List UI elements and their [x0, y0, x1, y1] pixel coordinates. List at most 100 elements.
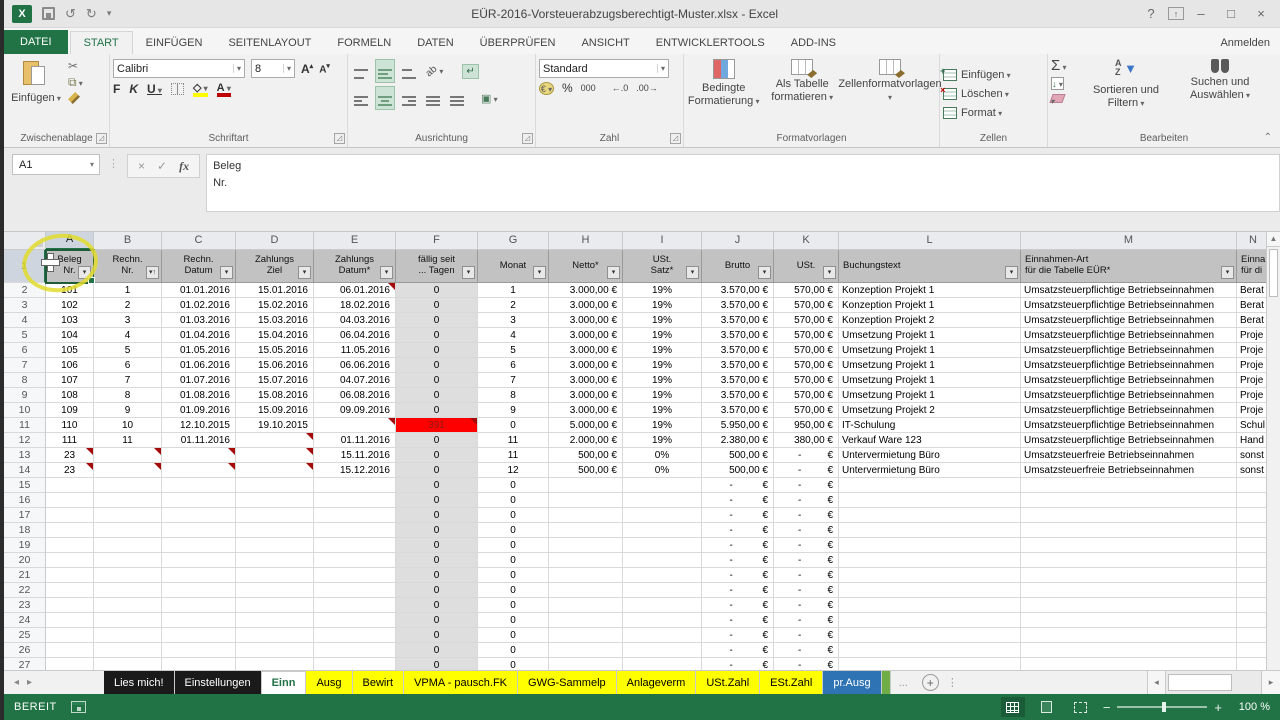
sheet-tab-einn[interactable]: Einn	[261, 671, 307, 694]
cell-B8[interactable]: 7	[94, 373, 162, 388]
cell-I21[interactable]	[623, 568, 702, 583]
cell-J17[interactable]: - €	[702, 508, 774, 523]
increase-decimal-icon[interactable]: ←.0	[611, 83, 629, 93]
cell-G24[interactable]: 0	[478, 613, 549, 628]
cell-G12[interactable]: 11	[478, 433, 549, 448]
cell-B23[interactable]	[94, 598, 162, 613]
cell-E3[interactable]: 18.02.2016	[314, 298, 396, 313]
vertical-scroll-thumb[interactable]	[1269, 249, 1278, 297]
row-header-6[interactable]: 6	[4, 343, 46, 358]
cell-G15[interactable]: 0	[478, 478, 549, 493]
redo-icon[interactable]: ↻	[85, 6, 97, 21]
underline-button[interactable]: U	[147, 82, 162, 96]
cell-M26[interactable]	[1021, 643, 1237, 658]
cell-J4[interactable]: 3.570,00 €	[702, 313, 774, 328]
cell-G16[interactable]: 0	[478, 493, 549, 508]
header-cell-L[interactable]: Buchungstext ▾	[839, 250, 1021, 283]
cell-I22[interactable]	[623, 583, 702, 598]
cell-C4[interactable]: 01.03.2016	[162, 313, 236, 328]
sheet-tab-einstellungen[interactable]: Einstellungen	[174, 671, 262, 694]
header-cell-E[interactable]: Zahlungs Datum* ▾	[314, 250, 396, 283]
cell-E27[interactable]	[314, 658, 396, 670]
autosum-icon[interactable]: Σ	[1051, 58, 1075, 73]
cell-E21[interactable]	[314, 568, 396, 583]
cell-D9[interactable]: 15.08.2016	[236, 388, 314, 403]
cell-J20[interactable]: - €	[702, 553, 774, 568]
cell-H5[interactable]: 3.000,00 €	[549, 328, 623, 343]
cell-J5[interactable]: 3.570,00 €	[702, 328, 774, 343]
cell-L4[interactable]: Konzeption Projekt 2	[839, 313, 1021, 328]
cell-M2[interactable]: Umsatzsteuerpflichtige Betriebseinnahmen	[1021, 283, 1237, 298]
cell-G6[interactable]: 5	[478, 343, 549, 358]
cell-I3[interactable]: 19%	[623, 298, 702, 313]
row-header-18[interactable]: 18	[4, 523, 46, 538]
sheet-tab-anlageverm[interactable]: Anlageverm	[616, 671, 697, 694]
cell-G27[interactable]: 0	[478, 658, 549, 670]
cell-M10[interactable]: Umsatzsteuerpflichtige Betriebseinnahmen	[1021, 403, 1237, 418]
cell-G10[interactable]: 9	[478, 403, 549, 418]
maximize-icon[interactable]: □	[1227, 6, 1235, 21]
sign-in-label[interactable]: Anmelden	[1220, 37, 1270, 49]
cell-M20[interactable]	[1021, 553, 1237, 568]
cell-C13[interactable]	[162, 448, 236, 463]
comma-style-icon[interactable]: 000	[580, 83, 596, 93]
row-header-5[interactable]: 5	[4, 328, 46, 343]
cell-D13[interactable]	[236, 448, 314, 463]
header-cell-F[interactable]: fällig seit... Tagen ▾	[396, 250, 478, 283]
cell-D16[interactable]	[236, 493, 314, 508]
cell-D19[interactable]	[236, 538, 314, 553]
filter-dropdown-icon-M[interactable]: ▾	[1221, 266, 1234, 279]
copy-icon[interactable]: ⧉	[68, 76, 83, 88]
row-header-12[interactable]: 12	[4, 433, 46, 448]
filter-dropdown-icon-A[interactable]: ▾	[78, 266, 91, 279]
cell-A15[interactable]	[46, 478, 94, 493]
cell-B14[interactable]	[94, 463, 162, 478]
row-header-23[interactable]: 23	[4, 598, 46, 613]
excel-app-icon[interactable]: X	[12, 4, 32, 23]
cell-C17[interactable]	[162, 508, 236, 523]
cell-B20[interactable]	[94, 553, 162, 568]
cell-E18[interactable]	[314, 523, 396, 538]
column-header-F[interactable]: F	[396, 232, 478, 250]
cell-E2[interactable]: 06.01.2016	[314, 283, 396, 298]
header-cell-G[interactable]: Monat ▾	[478, 250, 549, 283]
cell-L2[interactable]: Konzeption Projekt 1	[839, 283, 1021, 298]
cell-F18[interactable]: 0	[396, 523, 478, 538]
cell-M4[interactable]: Umsatzsteuerpflichtige Betriebseinnahmen	[1021, 313, 1237, 328]
cell-D20[interactable]	[236, 553, 314, 568]
row-header-8[interactable]: 8	[4, 373, 46, 388]
cell-K15[interactable]: - €	[774, 478, 839, 493]
cell-C20[interactable]	[162, 553, 236, 568]
alignment-dialog-launcher-icon[interactable]: ◿	[522, 133, 533, 144]
cell-D11[interactable]: 19.10.2015	[236, 418, 314, 433]
column-header-K[interactable]: K	[774, 232, 839, 250]
row-header-14[interactable]: 14	[4, 463, 46, 478]
cell-H21[interactable]	[549, 568, 623, 583]
minimize-icon[interactable]: –	[1197, 6, 1205, 21]
column-header-D[interactable]: D	[236, 232, 314, 250]
column-header-J[interactable]: J	[702, 232, 774, 250]
header-cell-J[interactable]: Brutto ▾	[702, 250, 774, 283]
cell-F22[interactable]: 0	[396, 583, 478, 598]
insert-function-icon[interactable]: fx	[179, 158, 190, 173]
cell-D6[interactable]: 15.05.2016	[236, 343, 314, 358]
cell-H14[interactable]: 500,00 €	[549, 463, 623, 478]
ribbon-tab-überprüfen[interactable]: ÜBERPRÜFEN	[479, 37, 556, 49]
cell-L25[interactable]	[839, 628, 1021, 643]
cell-K11[interactable]: 950,00 €	[774, 418, 839, 433]
cell-B25[interactable]	[94, 628, 162, 643]
cell-L21[interactable]	[839, 568, 1021, 583]
cell-D21[interactable]	[236, 568, 314, 583]
row-header-22[interactable]: 22	[4, 583, 46, 598]
decrease-indent-icon[interactable]	[423, 86, 443, 110]
sheet-nav-right-icon[interactable]: ▸	[27, 677, 33, 688]
cell-E17[interactable]	[314, 508, 396, 523]
cell-K21[interactable]: - €	[774, 568, 839, 583]
cell-H18[interactable]	[549, 523, 623, 538]
cell-I23[interactable]	[623, 598, 702, 613]
cell-G21[interactable]: 0	[478, 568, 549, 583]
cell-H25[interactable]	[549, 628, 623, 643]
cell-J3[interactable]: 3.570,00 €	[702, 298, 774, 313]
cell-E24[interactable]	[314, 613, 396, 628]
cell-H17[interactable]	[549, 508, 623, 523]
